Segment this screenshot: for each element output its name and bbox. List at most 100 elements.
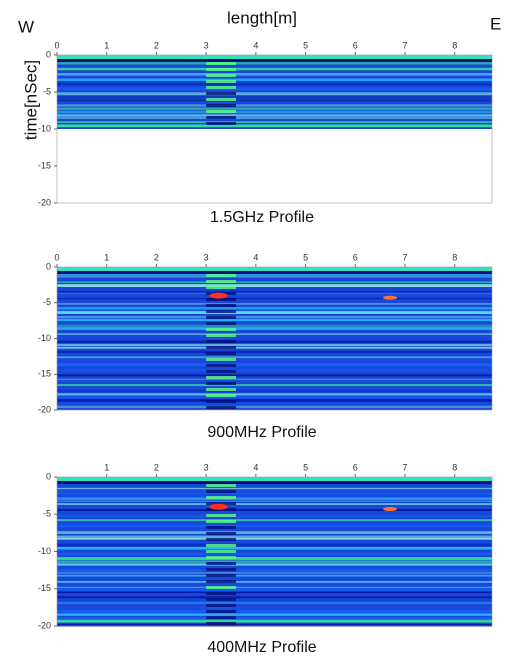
radar-texture <box>57 72 492 76</box>
radar-texture <box>57 346 492 349</box>
x-tick-label: 6 <box>353 462 358 472</box>
radar-texture <box>57 552 492 556</box>
radar-texture <box>57 78 492 81</box>
radar-texture <box>57 606 492 609</box>
radar-texture <box>57 535 492 539</box>
radar-texture <box>57 369 492 372</box>
radar-texture <box>57 311 492 314</box>
radar-texture <box>57 389 492 392</box>
x-tick-label: 7 <box>402 40 407 50</box>
radar-texture <box>206 122 236 125</box>
radar-texture <box>57 396 492 399</box>
radar-texture <box>206 80 236 83</box>
radar-texture <box>206 274 236 277</box>
y-tick-label: 0 <box>46 49 51 59</box>
radar-texture <box>57 82 492 86</box>
y-tick-label: -20 <box>38 620 51 630</box>
radar-texture <box>57 378 492 381</box>
radar-texture <box>206 526 236 529</box>
radar-texture <box>206 514 236 517</box>
radar-texture <box>57 543 492 547</box>
radar-texture <box>206 328 236 331</box>
x-tick-label: 5 <box>303 252 308 262</box>
x-tick-label: 2 <box>154 40 159 50</box>
radar-texture <box>206 574 236 577</box>
x-tick-label: 0 <box>54 40 59 50</box>
radar-texture <box>57 572 492 574</box>
radar-texture <box>57 497 492 501</box>
radar-texture <box>57 399 492 402</box>
radar-texture <box>57 356 492 359</box>
radar-texture <box>206 532 236 535</box>
radar-texture <box>57 114 492 117</box>
radar-texture <box>57 557 492 560</box>
radar-texture <box>206 304 236 307</box>
radar-texture <box>57 281 492 283</box>
radar-texture <box>57 515 492 518</box>
radar-texture <box>209 503 228 510</box>
radar-texture <box>57 92 492 96</box>
x-tick-label: 3 <box>204 252 209 262</box>
radar-texture <box>206 388 236 391</box>
radar-texture <box>206 370 236 373</box>
radar-texture <box>57 487 492 490</box>
radar-texture <box>57 601 492 605</box>
radar-texture <box>206 490 236 493</box>
x-tick-label: 8 <box>452 462 457 472</box>
radar-texture <box>383 507 398 512</box>
radar-texture <box>57 490 492 492</box>
x-tick-label: 7 <box>402 252 407 262</box>
radar-texture <box>206 68 236 71</box>
x-tick-label: 0 <box>54 252 59 262</box>
radar-texture <box>57 560 492 563</box>
radar-texture <box>57 531 492 534</box>
radar-texture <box>57 524 492 528</box>
panel-title: 400MHz Profile <box>207 639 316 656</box>
y-tick-label: -5 <box>43 509 51 519</box>
radar-texture <box>57 290 492 294</box>
radar-texture <box>57 273 492 277</box>
radar-texture <box>57 384 492 387</box>
radar-texture <box>57 519 492 522</box>
radar-texture <box>57 363 492 367</box>
radar-texture <box>57 581 492 583</box>
x-tick-label: 6 <box>353 252 358 262</box>
x-tick-label: 1 <box>104 252 109 262</box>
radar-texture <box>57 303 492 305</box>
radar-texture <box>57 107 492 110</box>
radar-texture <box>206 496 236 499</box>
radar-texture <box>57 343 492 347</box>
radar-texture <box>57 569 492 572</box>
radar-texture <box>57 591 492 594</box>
radar-texture <box>206 568 236 571</box>
x-tick-label: 4 <box>253 252 258 262</box>
radar-texture <box>57 481 492 484</box>
y-tick-label: -10 <box>38 123 51 133</box>
radar-texture <box>57 324 492 327</box>
radar-texture <box>57 588 492 592</box>
radar-texture <box>206 316 236 319</box>
east-label: E <box>490 14 501 33</box>
radar-texture <box>206 394 236 397</box>
x-tick-label: 3 <box>204 462 209 472</box>
radar-texture <box>57 563 492 566</box>
radar-texture <box>57 110 492 114</box>
x-tick-label: 4 <box>253 40 258 50</box>
radar-texture <box>57 99 492 102</box>
radar-texture <box>57 67 492 71</box>
radar-texture <box>57 117 492 119</box>
radar-texture <box>206 376 236 379</box>
radar-texture <box>206 74 236 77</box>
radar-texture <box>209 292 228 299</box>
radar-texture <box>383 295 398 300</box>
radar-texture <box>206 598 236 601</box>
radar-texture <box>57 315 492 319</box>
west-label: W <box>18 17 34 36</box>
radar-texture <box>57 340 492 344</box>
radar-texture <box>206 562 236 565</box>
radar-texture <box>206 538 236 541</box>
y-tick-label: -15 <box>38 369 51 379</box>
radar-texture <box>57 267 492 271</box>
radar-texture <box>57 87 492 91</box>
